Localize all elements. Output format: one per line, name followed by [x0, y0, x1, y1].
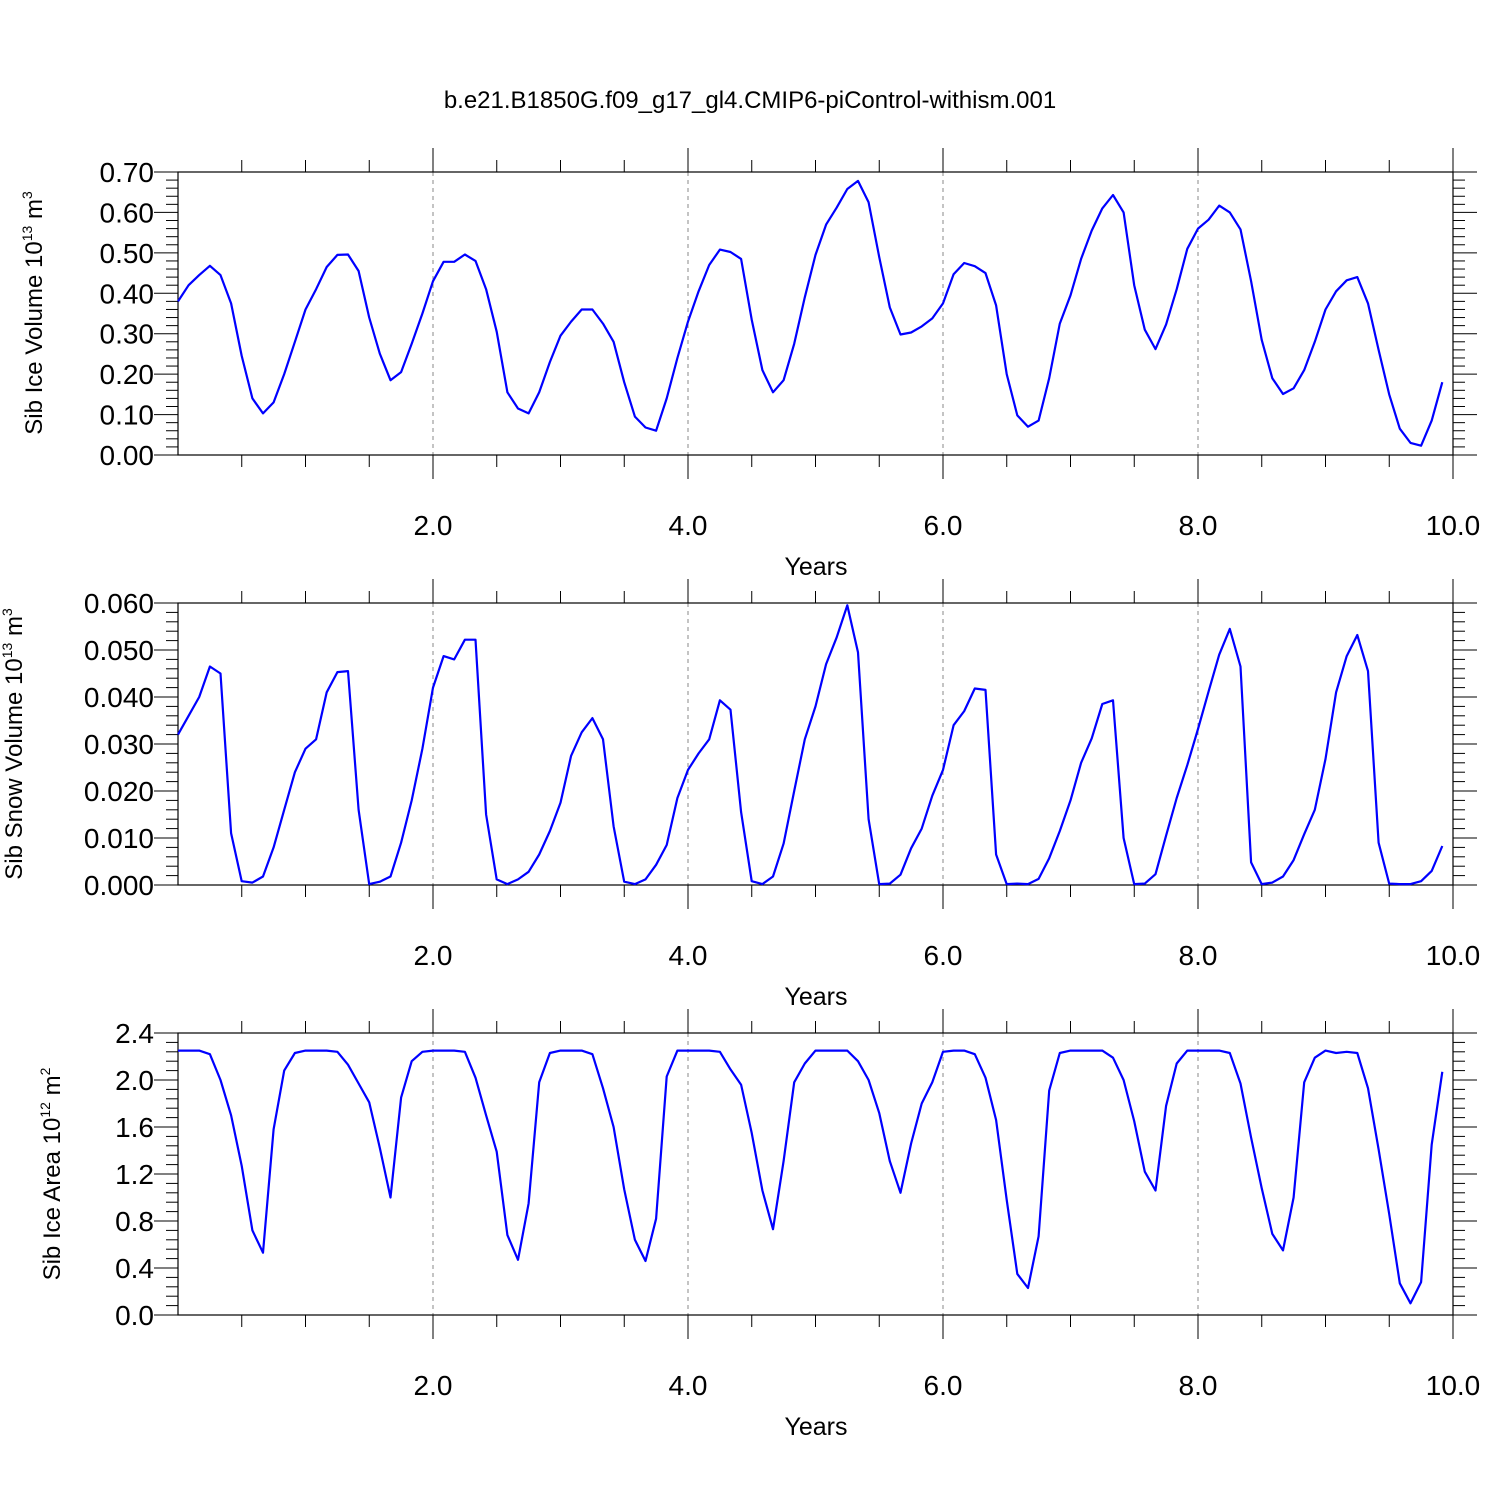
plot-frame	[177, 1032, 1454, 1316]
y-tick-label: 0.050	[84, 635, 154, 666]
y-tick-label: 1.2	[115, 1159, 154, 1190]
x-axis-title: Years	[784, 983, 847, 1011]
x-tick-label: 8.0	[1179, 1370, 1218, 1401]
y-tick-label: 0.00	[100, 440, 155, 471]
x-tick-label: 2.0	[414, 1370, 453, 1401]
x-axis-title: Years	[784, 553, 847, 581]
y-tick-label: 0.50	[100, 238, 155, 269]
y-tick-label: 0.020	[84, 776, 154, 807]
y-tick-label: 0.010	[84, 823, 154, 854]
y-tick-label: 0.0	[115, 1300, 154, 1331]
y-tick-label: 0.60	[100, 197, 155, 228]
y-tick-label: 0.8	[115, 1206, 154, 1237]
x-tick-label: 6.0	[924, 510, 963, 541]
panel-ice-volume: 2.0 4.0 6.0 8.0 10.0 0.00 0.10 0.20 0.30 0.40 0.50…	[19, 148, 1480, 581]
chart-title: b.e21.B1850G.f09_g17_gl4.CMIP6-piControl…	[444, 87, 1056, 114]
series-line	[177, 604, 1444, 886]
y-tick-label: 0.060	[84, 588, 154, 619]
series-line	[178, 1049, 1444, 1305]
y-tick-label: 0.4	[115, 1253, 154, 1284]
y-tick-label: 0.30	[100, 319, 155, 350]
panel-snow-volume: 2.0 4.0 6.0 8.0 10.0 0.000 0.010 0.020 0.030 0.04…	[0, 579, 1480, 1011]
x-tick-label: 10.0	[1426, 1370, 1481, 1401]
y-tick-label: 0.40	[100, 278, 155, 309]
x-tick-label: 8.0	[1179, 940, 1218, 971]
y-axis-title: Sib Ice Volume 1013 m3	[19, 191, 48, 435]
x-tick-label: 4.0	[669, 1370, 708, 1401]
y-axis-title: Sib Snow Volume 1013 m3	[0, 608, 28, 880]
x-tick-label: 10.0	[1426, 940, 1481, 971]
x-tick-label: 6.0	[924, 940, 963, 971]
x-axis-title: Years	[784, 1413, 847, 1441]
x-tick-label: 6.0	[924, 1370, 963, 1401]
x-tick-label: 4.0	[669, 940, 708, 971]
series-line	[177, 179, 1444, 447]
x-tick-label: 4.0	[669, 510, 708, 541]
y-tick-label: 0.000	[84, 870, 154, 901]
plot-frame	[177, 602, 1454, 886]
y-tick-label: 0.10	[100, 400, 155, 431]
y-axis-title: Sib Ice Area 1012 m2	[37, 1067, 66, 1280]
y-tick-label: 0.20	[100, 359, 155, 390]
y-tick-label: 0.70	[100, 157, 155, 188]
y-tick-label: 0.040	[84, 682, 154, 713]
x-tick-label: 10.0	[1426, 510, 1481, 541]
y-tick-label: 1.6	[115, 1112, 154, 1143]
x-tick-label: 8.0	[1179, 510, 1218, 541]
x-tick-label: 2.0	[414, 940, 453, 971]
x-tick-label: 2.0	[414, 510, 453, 541]
y-tick-label: 0.030	[84, 729, 154, 760]
y-tick-label: 2.0	[115, 1065, 154, 1096]
y-tick-label: 2.4	[115, 1018, 154, 1049]
panel-ice-area: 2.0 4.0 6.0 8.0 10.0 0.0 0.4 0.8 1.2 1.6 2.0 2.4 Ye…	[37, 1009, 1480, 1441]
